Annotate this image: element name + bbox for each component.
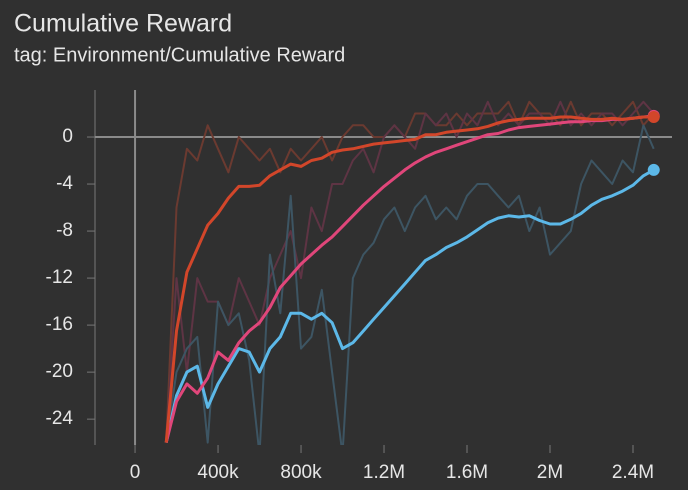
x-tick-label: 2.4M bbox=[612, 462, 654, 483]
x-tick-label: 2M bbox=[537, 462, 563, 483]
end-dot bbox=[647, 111, 660, 124]
y-tick-label: -8 bbox=[56, 220, 73, 241]
y-tick-label: -24 bbox=[46, 408, 74, 429]
series-line bbox=[165, 100, 655, 443]
series-line bbox=[165, 100, 655, 443]
chart-title: Cumulative Reward bbox=[14, 10, 232, 38]
y-tick-label: -16 bbox=[46, 314, 73, 335]
y-tick-label: -12 bbox=[46, 267, 73, 288]
x-tick-label: 800k bbox=[280, 462, 322, 483]
x-tick-label: 0 bbox=[130, 462, 141, 483]
end-dot bbox=[647, 163, 660, 176]
y-tick-label: -4 bbox=[56, 173, 73, 194]
y-tick-label: 0 bbox=[62, 126, 73, 147]
series-line bbox=[164, 168, 655, 443]
y-tick-label: -20 bbox=[46, 361, 73, 382]
series-line bbox=[164, 114, 654, 443]
chart-subtitle: tag: Environment/Cumulative Reward bbox=[14, 44, 345, 66]
x-tick-label: 400k bbox=[197, 462, 239, 483]
x-tick-label: 1.6M bbox=[446, 462, 488, 483]
plot-area bbox=[164, 100, 655, 445]
series-line bbox=[164, 115, 654, 443]
x-tick-label: 1.2M bbox=[363, 462, 405, 483]
